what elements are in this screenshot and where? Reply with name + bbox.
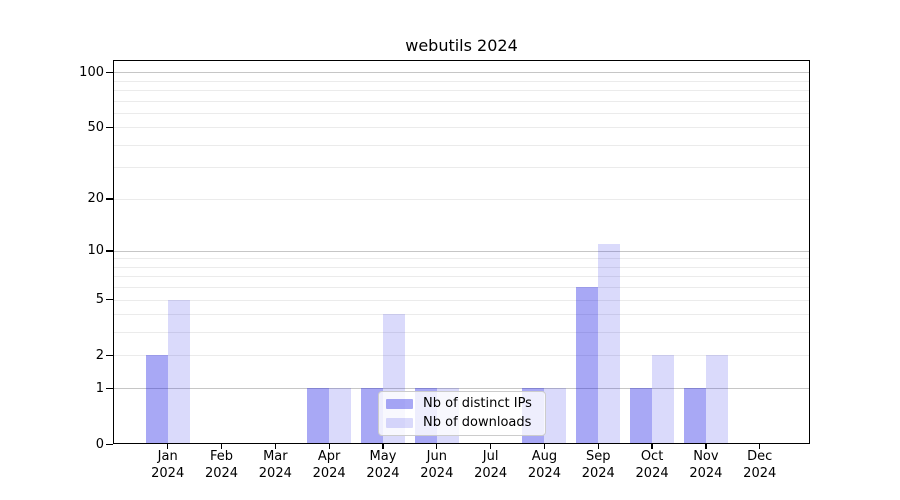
gridline-major-10: [114, 250, 809, 252]
bar-aug-downloads: [544, 388, 567, 443]
gridline-major-100: [114, 72, 809, 74]
gridline-minor-80: [114, 89, 809, 91]
y-tick-label-0: 0: [95, 436, 104, 452]
legend-label-downloads: Nb of downloads: [423, 415, 532, 430]
gridline-minor-4: [114, 314, 809, 316]
x-tick-label-aug: Aug 2024: [527, 449, 561, 481]
gridline-major-1: [114, 388, 809, 390]
x-tick-mark-sep: [597, 444, 599, 449]
bar-sep-downloads: [598, 243, 621, 443]
gridline-minor-7: [114, 276, 809, 278]
x-tick-label-feb: Feb 2024: [204, 449, 239, 481]
legend: Nb of distinct IPs Nb of downloads: [378, 391, 546, 436]
bar-apr-downloads: [328, 388, 351, 443]
y-tick-mark-50: [105, 126, 113, 129]
bar-nov-downloads: [705, 355, 728, 443]
y-tick-label-1: 1: [95, 380, 104, 396]
y-tick-mark-10: [105, 250, 113, 252]
bar-sep-distinct-ips: [576, 287, 599, 443]
x-tick-label-jul: Jul 2024: [474, 449, 508, 481]
y-tick-label-10: 10: [87, 243, 104, 259]
x-tick-label-jan: Jan 2024: [151, 449, 185, 481]
x-tick-label-dec: Dec 2024: [743, 449, 777, 481]
x-tick-label-jun: Jun 2024: [420, 449, 454, 481]
x-tick-mark-may: [382, 444, 384, 449]
y-tick-label-20: 20: [87, 191, 104, 207]
y-tick-label-5: 5: [95, 292, 104, 308]
bar-nov-distinct-ips: [683, 388, 706, 443]
x-tick-mark-mar: [274, 444, 276, 449]
legend-item-downloads: Nb of downloads: [386, 415, 538, 431]
gridline-minor-90: [114, 80, 809, 82]
x-tick-label-apr: Apr 2024: [312, 449, 346, 481]
gridline-minor-2: [114, 355, 809, 357]
x-tick-label-sep: Sep 2024: [581, 449, 615, 481]
x-tick-label-nov: Nov 2024: [689, 449, 723, 481]
y-tick-mark-1: [105, 387, 113, 389]
bar-jan-downloads: [167, 299, 190, 443]
x-tick-mark-aug: [543, 444, 546, 449]
gridline-minor-40: [114, 144, 809, 146]
y-tick-label-2: 2: [95, 348, 104, 364]
x-tick-mark-oct: [651, 444, 653, 449]
y-tick-mark-2: [105, 355, 113, 357]
x-tick-label-oct: Oct 2024: [635, 449, 669, 481]
gridline-minor-9: [114, 258, 809, 260]
x-tick-label-may: May 2024: [366, 449, 400, 481]
x-tick-mark-jun: [436, 444, 438, 449]
bar-oct-distinct-ips: [629, 388, 652, 443]
x-tick-mark-jul: [489, 444, 492, 449]
chart-title: webutils 2024: [405, 36, 518, 55]
legend-label-distinct-ips: Nb of distinct IPs: [423, 396, 532, 411]
gridline-minor-20: [114, 198, 809, 200]
x-tick-mark-nov: [705, 444, 707, 449]
legend-swatch-distinct-ips: [386, 399, 413, 409]
y-tick-label-100: 100: [79, 64, 104, 80]
legend-item-distinct-ips: Nb of distinct IPs: [386, 396, 538, 412]
y-tick-label-50: 50: [87, 119, 104, 135]
gridline-minor-3: [114, 332, 809, 334]
gridline-minor-60: [114, 112, 809, 114]
x-tick-mark-feb: [220, 444, 223, 449]
bar-jan-distinct-ips: [145, 355, 168, 443]
y-tick-mark-20: [105, 198, 113, 200]
gridline-minor-6: [114, 287, 809, 289]
bar-may-distinct-ips: [360, 388, 383, 443]
plot-inner: Nb of distinct IPs Nb of downloads: [114, 61, 809, 443]
x-tick-mark-jan: [167, 444, 169, 449]
gridline-minor-70: [114, 100, 809, 102]
gridline-minor-50: [114, 127, 809, 129]
gridline-minor-8: [114, 266, 809, 268]
x-tick-mark-apr: [328, 444, 330, 449]
legend-swatch-downloads: [386, 418, 413, 428]
y-tick-mark-5: [105, 299, 113, 301]
y-tick-mark-0: [105, 443, 113, 445]
gridline-minor-30: [114, 167, 809, 169]
gridline-minor-5: [114, 299, 809, 301]
y-tick-mark-100: [105, 71, 113, 73]
plot-area: Nb of distinct IPs Nb of downloads: [113, 60, 810, 444]
x-tick-mark-dec: [759, 444, 761, 449]
bar-apr-distinct-ips: [306, 388, 329, 443]
bar-oct-downloads: [651, 355, 674, 443]
x-tick-label-mar: Mar 2024: [258, 449, 292, 481]
